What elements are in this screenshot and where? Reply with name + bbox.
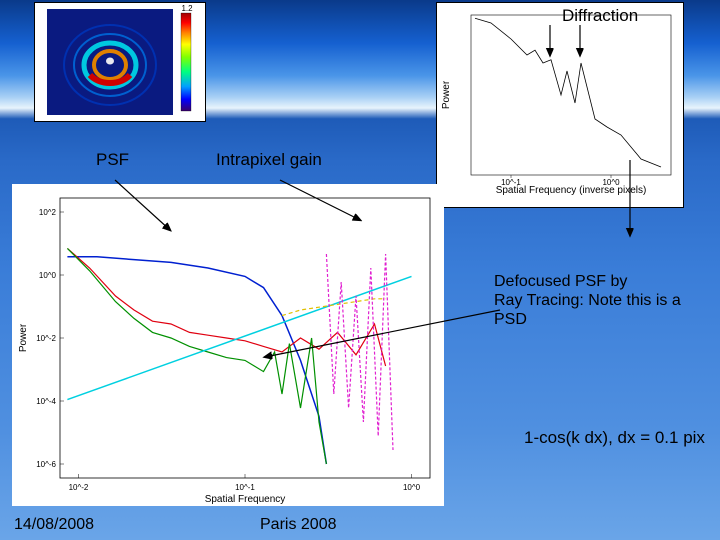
svg-text:10^-2: 10^-2 <box>69 483 89 492</box>
colorbar-label: 1.2 <box>181 4 193 13</box>
diffraction-chart-panel: Spatial Frequency (inverse pixels) Power… <box>436 2 684 208</box>
svg-text:10^-1: 10^-1 <box>501 178 521 187</box>
note-defocused-l1: Defocused PSF by <box>494 273 627 290</box>
psf-heatmap-svg: 1.2 <box>35 3 205 121</box>
note-defocused-l3: PSD <box>494 311 527 328</box>
svg-text:10^-2: 10^-2 <box>36 334 56 343</box>
slide-root: 1.2 Spatial Frequency (inverse pixels) P… <box>0 0 720 540</box>
main-chart-panel: Spatial Frequency Power 10^-6 10^-4 10^-2 1… <box>12 184 444 506</box>
footer-date: 14/08/2008 <box>14 516 94 534</box>
svg-text:10^-4: 10^-4 <box>36 397 56 406</box>
main-chart-svg: Spatial Frequency Power 10^-6 10^-4 10^-2 1… <box>12 184 444 506</box>
note-defocused: Defocused PSF by Ray Tracing: Note this … <box>494 272 720 330</box>
label-psf: PSF <box>96 150 129 170</box>
svg-text:10^2: 10^2 <box>39 208 57 217</box>
note-defocused-l2: Ray Tracing: Note this is a <box>494 292 681 309</box>
psf-image-panel: 1.2 <box>34 2 206 122</box>
diff-ylabel: Power <box>441 80 452 109</box>
svg-text:10^0: 10^0 <box>602 178 620 187</box>
label-intrapixel: Intrapixel gain <box>216 150 322 170</box>
label-jitter: 1-cos(k dx), dx = 0.1 pix <box>524 428 705 448</box>
svg-text:10^-1: 10^-1 <box>235 483 255 492</box>
svg-text:10^0: 10^0 <box>403 483 421 492</box>
svg-text:10^-6: 10^-6 <box>36 460 56 469</box>
diffraction-chart-svg: Spatial Frequency (inverse pixels) Power… <box>437 3 683 207</box>
svg-text:10^0: 10^0 <box>39 271 57 280</box>
footer-venue: Paris 2008 <box>260 516 337 534</box>
label-diffraction: Diffraction <box>562 6 638 26</box>
main-xlabel: Spatial Frequency <box>205 494 286 505</box>
main-ylabel: Power <box>18 323 29 352</box>
